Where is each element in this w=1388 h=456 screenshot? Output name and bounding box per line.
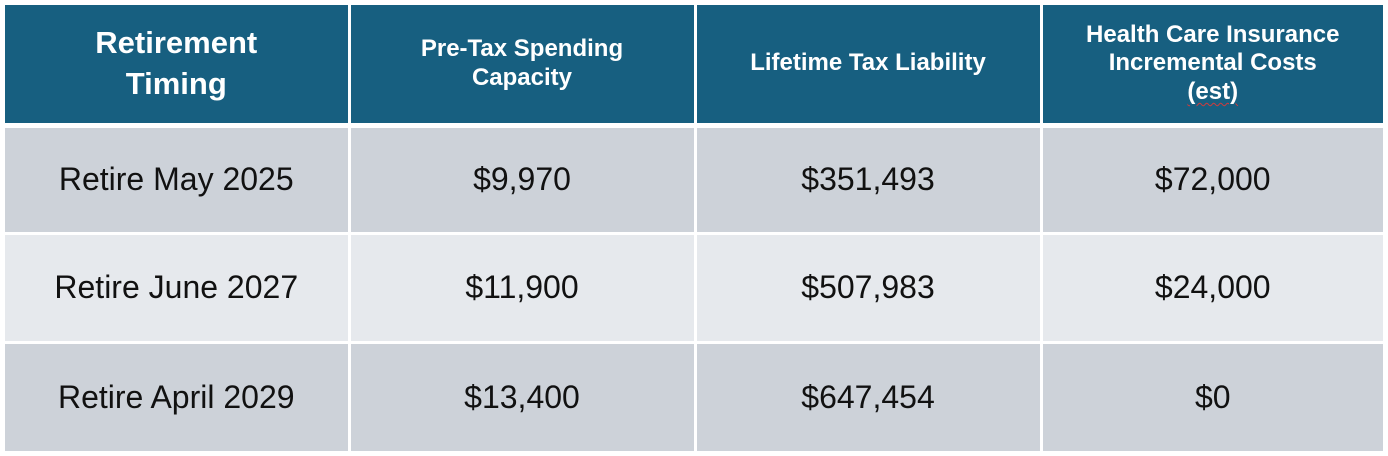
header-lifetime-tax-line-1: Lifetime Tax Liability — [750, 49, 986, 77]
table-header: Retirement Timing Pre-Tax Spending Capac… — [5, 5, 1383, 128]
header-row: Retirement Timing Pre-Tax Spending Capac… — [5, 5, 1383, 128]
cell-lifetime-tax: $507,983 — [695, 233, 1043, 344]
header-health-care-line-2: Incremental Costs — [1108, 49, 1317, 77]
cell-health-care-costs: $0 — [1041, 342, 1383, 451]
cell-health-care-costs: $24,000 — [1041, 233, 1383, 344]
header-lifetime-tax-liability: Lifetime Tax Liability — [695, 5, 1043, 128]
header-pre-tax-spending-capacity: Pre-Tax Spending Capacity — [349, 5, 697, 128]
cell-retirement-timing: Retire May 2025 — [5, 125, 351, 236]
cell-lifetime-tax: $351,493 — [695, 125, 1043, 236]
header-retirement-timing-line-2: Timing — [125, 65, 227, 101]
cell-pre-tax-spending: $13,400 — [349, 342, 697, 451]
table-row: Retire April 2029 $13,400 $647,454 $0 — [5, 342, 1383, 451]
retirement-comparison-table-wrapper: Retirement Timing Pre-Tax Spending Capac… — [5, 5, 1383, 451]
header-pre-tax-spending-line-1: Pre-Tax Spending — [420, 34, 624, 62]
header-health-care-line-3: (est) — [1187, 78, 1239, 106]
header-health-care-insurance-costs: Health Care Insurance Incremental Costs … — [1041, 5, 1383, 128]
header-retirement-timing-line-1: Retirement — [95, 25, 258, 61]
retirement-comparison-table: Retirement Timing Pre-Tax Spending Capac… — [5, 5, 1383, 451]
cell-retirement-timing: Retire June 2027 — [5, 233, 351, 344]
cell-retirement-timing: Retire April 2029 — [5, 342, 351, 451]
header-retirement-timing: Retirement Timing — [5, 5, 351, 128]
table-row: Retire June 2027 $11,900 $507,983 $24,00… — [5, 233, 1383, 344]
table-row: Retire May 2025 $9,970 $351,493 $72,000 — [5, 125, 1383, 236]
cell-pre-tax-spending: $9,970 — [349, 125, 697, 236]
cell-lifetime-tax: $647,454 — [695, 342, 1043, 451]
cell-health-care-costs: $72,000 — [1041, 125, 1383, 236]
cell-pre-tax-spending: $11,900 — [349, 233, 697, 344]
header-pre-tax-spending-line-2: Capacity — [471, 63, 573, 91]
header-health-care-line-1: Health Care Insurance — [1086, 20, 1340, 48]
table-body: Retire May 2025 $9,970 $351,493 $72,000 … — [5, 125, 1383, 451]
